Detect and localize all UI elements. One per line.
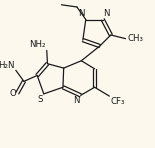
- Text: N: N: [103, 9, 110, 18]
- Text: S: S: [38, 95, 43, 104]
- Text: NH₂: NH₂: [29, 40, 45, 49]
- Text: O: O: [10, 89, 17, 98]
- Text: H₂N: H₂N: [0, 61, 15, 70]
- Text: CF₃: CF₃: [111, 97, 125, 106]
- Text: N: N: [79, 9, 85, 18]
- Text: CH₃: CH₃: [127, 34, 143, 43]
- Text: N: N: [73, 96, 80, 105]
